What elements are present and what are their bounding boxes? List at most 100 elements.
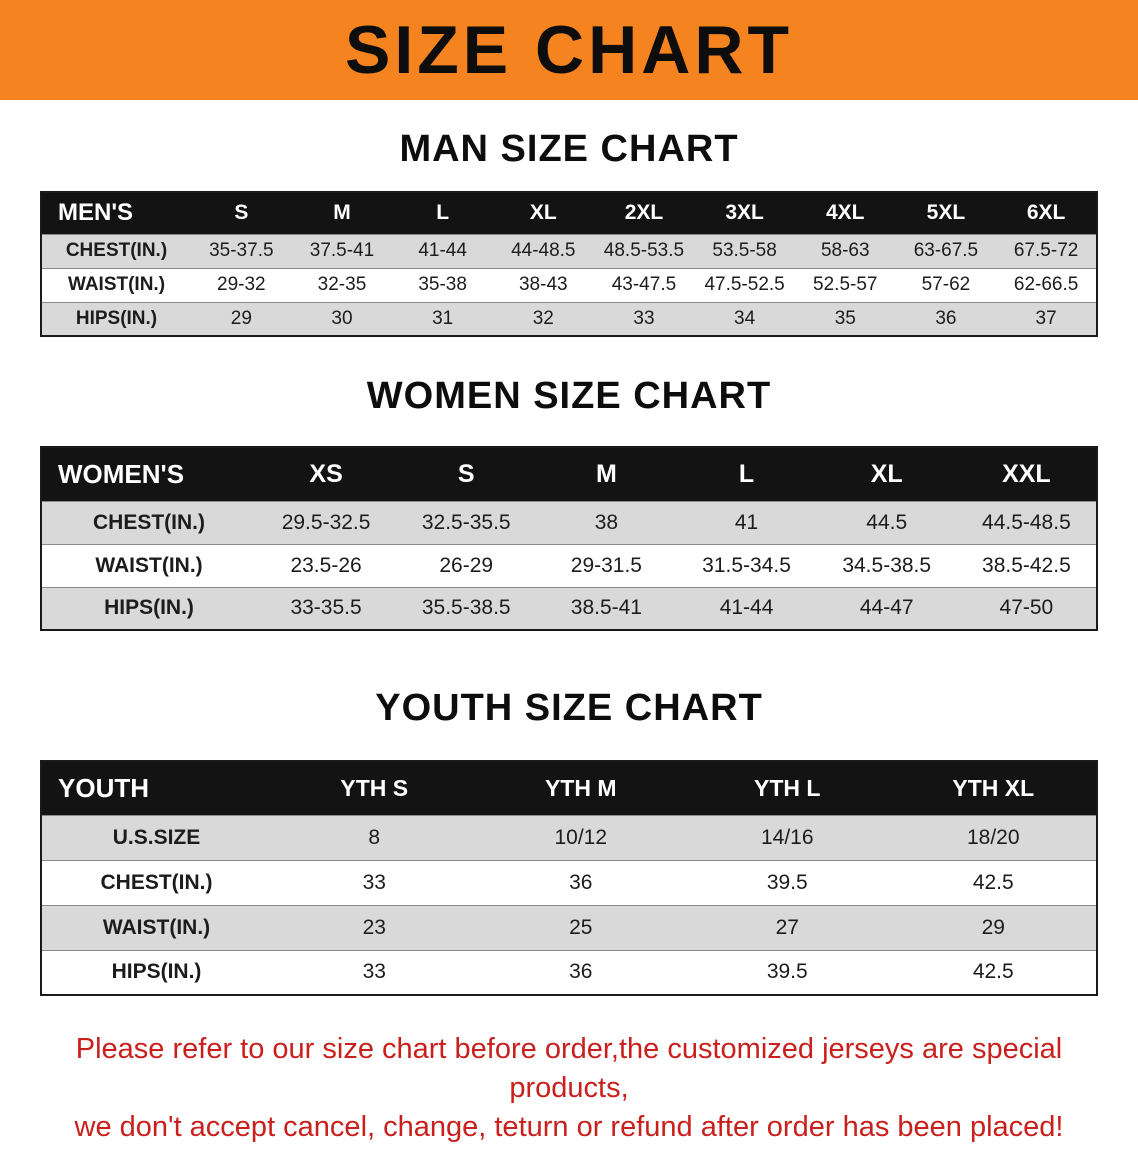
size-header-cell: 4XL xyxy=(794,192,896,234)
size-header-cell: YTH XL xyxy=(890,761,1097,815)
men-data-row: HIPS(IN.) 29 30 31 32 33 34 35 36 37 xyxy=(41,301,1097,336)
value-cell: 14/16 xyxy=(684,814,891,860)
youth-heading: YOUTH SIZE CHART xyxy=(375,687,763,729)
disclaimer-line-2: we don't accept cancel, change, teturn o… xyxy=(74,1111,1064,1144)
value-cell: 47-50 xyxy=(956,586,1097,630)
value-cell: 58-63 xyxy=(794,233,896,268)
size-header-cell: XL xyxy=(492,192,594,234)
youth-header-row: YOUTH YTH S YTH M YTH L YTH XL xyxy=(41,761,1097,815)
value-cell: 23 xyxy=(271,904,478,950)
value-cell: 43-47.5 xyxy=(593,267,695,302)
value-cell: 39.5 xyxy=(684,949,891,995)
value-cell: 29.5-32.5 xyxy=(256,500,397,544)
value-cell: 44.5 xyxy=(816,500,957,544)
row-label-cell: CHEST(IN.) xyxy=(41,859,271,905)
women-heading: WOMEN SIZE CHART xyxy=(366,375,772,417)
value-cell: 30 xyxy=(291,301,393,336)
size-header-cell: L xyxy=(676,447,817,501)
youth-data-row: WAIST(IN.) 23 25 27 29 xyxy=(41,904,1097,950)
value-cell: 52.5-57 xyxy=(794,267,896,302)
value-cell: 27 xyxy=(684,904,891,950)
value-cell: 35.5-38.5 xyxy=(396,586,537,630)
men-section: MAN SIZE CHART MEN'S S M L XL 2XL 3XL 4XL 5XL 6XL… xyxy=(0,128,1138,337)
value-cell: 36 xyxy=(477,949,684,995)
youth-table-label: YOUTH xyxy=(41,761,271,815)
value-cell: 35-38 xyxy=(392,267,493,302)
size-header-cell: S xyxy=(191,192,292,234)
value-cell: 36 xyxy=(477,859,684,905)
men-header-row: MEN'S S M L XL 2XL 3XL 4XL 5XL 6XL xyxy=(41,192,1097,234)
row-label-cell: WAIST(IN.) xyxy=(41,543,256,587)
women-section: WOMEN SIZE CHART WOMEN'S XS S M L XL XXL CHEST(… xyxy=(0,375,1138,631)
value-cell: 8 xyxy=(271,814,478,860)
size-header-cell: L xyxy=(392,192,493,234)
value-cell: 41-44 xyxy=(392,233,493,268)
value-cell: 25 xyxy=(477,904,684,950)
row-label-cell: CHEST(IN.) xyxy=(41,233,191,268)
row-label-cell: WAIST(IN.) xyxy=(41,904,271,950)
value-cell: 53.5-58 xyxy=(694,233,795,268)
value-cell: 31 xyxy=(392,301,493,336)
value-cell: 18/20 xyxy=(890,814,1097,860)
women-data-row: CHEST(IN.) 29.5-32.5 32.5-35.5 38 41 44.5 44.5… xyxy=(41,500,1097,544)
size-header-cell: 5XL xyxy=(895,192,997,234)
value-cell: 44.5-48.5 xyxy=(956,500,1097,544)
value-cell: 44-48.5 xyxy=(492,233,594,268)
value-cell: 36 xyxy=(895,301,997,336)
size-header-cell: XS xyxy=(256,447,397,501)
size-header-cell: M xyxy=(291,192,393,234)
value-cell: 38.5-41 xyxy=(536,586,677,630)
value-cell: 29-31.5 xyxy=(536,543,677,587)
value-cell: 35 xyxy=(794,301,896,336)
size-header-cell: YTH M xyxy=(477,761,684,815)
value-cell: 38 xyxy=(536,500,677,544)
value-cell: 34.5-38.5 xyxy=(816,543,957,587)
value-cell: 33-35.5 xyxy=(256,586,397,630)
size-header-cell: 3XL xyxy=(694,192,795,234)
value-cell: 33 xyxy=(271,859,478,905)
youth-section: YOUTH SIZE CHART YOUTH YTH S YTH M YTH L YTH… xyxy=(0,687,1138,996)
women-data-row: HIPS(IN.) 33-35.5 35.5-38.5 38.5-41 41-44 44-… xyxy=(41,586,1097,630)
value-cell: 42.5 xyxy=(890,859,1097,905)
value-cell: 41-44 xyxy=(676,586,817,630)
youth-data-row: CHEST(IN.) 33 36 39.5 42.5 xyxy=(41,859,1097,905)
value-cell: 63-67.5 xyxy=(895,233,997,268)
value-cell: 34 xyxy=(694,301,795,336)
value-cell: 37.5-41 xyxy=(291,233,393,268)
value-cell: 29 xyxy=(191,301,292,336)
size-header-cell: YTH L xyxy=(684,761,891,815)
size-header-cell: XL xyxy=(816,447,957,501)
size-header-cell: YTH S xyxy=(271,761,478,815)
value-cell: 33 xyxy=(271,949,478,995)
row-label-cell: HIPS(IN.) xyxy=(41,949,271,995)
banner: SIZE CHART xyxy=(0,0,1138,100)
row-label-cell: CHEST(IN.) xyxy=(41,500,256,544)
value-cell: 42.5 xyxy=(890,949,1097,995)
men-table-label: MEN'S xyxy=(41,192,191,234)
value-cell: 44-47 xyxy=(816,586,957,630)
size-header-cell: 6XL xyxy=(996,192,1097,234)
youth-size-table: YOUTH YTH S YTH M YTH L YTH XL U.S.SIZE 8 10/12… xyxy=(40,760,1098,996)
size-header-cell: XXL xyxy=(956,447,1097,501)
page-title: SIZE CHART xyxy=(345,12,793,88)
row-label-cell: HIPS(IN.) xyxy=(41,301,191,336)
men-data-row: WAIST(IN.) 29-32 32-35 35-38 38-43 43-47.5 47.… xyxy=(41,267,1097,302)
size-header-cell: 2XL xyxy=(593,192,695,234)
size-header-cell: M xyxy=(536,447,677,501)
value-cell: 37 xyxy=(996,301,1097,336)
row-label-cell: WAIST(IN.) xyxy=(41,267,191,302)
men-size-table: MEN'S S M L XL 2XL 3XL 4XL 5XL 6XL CHEST(IN.) 35-37… xyxy=(40,191,1098,337)
value-cell: 62-66.5 xyxy=(996,267,1097,302)
value-cell: 38.5-42.5 xyxy=(956,543,1097,587)
women-header-row: WOMEN'S XS S M L XL XXL xyxy=(41,447,1097,501)
size-header-cell: S xyxy=(396,447,537,501)
men-data-row: CHEST(IN.) 35-37.5 37.5-41 41-44 44-48.5 48.5… xyxy=(41,233,1097,268)
women-size-table: WOMEN'S XS S M L XL XXL CHEST(IN.) 29.5-32.5 32.5… xyxy=(40,446,1098,631)
value-cell: 47.5-52.5 xyxy=(694,267,795,302)
value-cell: 39.5 xyxy=(684,859,891,905)
women-data-row: WAIST(IN.) 23.5-26 26-29 29-31.5 31.5-34.5 34… xyxy=(41,543,1097,587)
value-cell: 41 xyxy=(676,500,817,544)
value-cell: 33 xyxy=(593,301,695,336)
youth-data-row: U.S.SIZE 8 10/12 14/16 18/20 xyxy=(41,814,1097,860)
